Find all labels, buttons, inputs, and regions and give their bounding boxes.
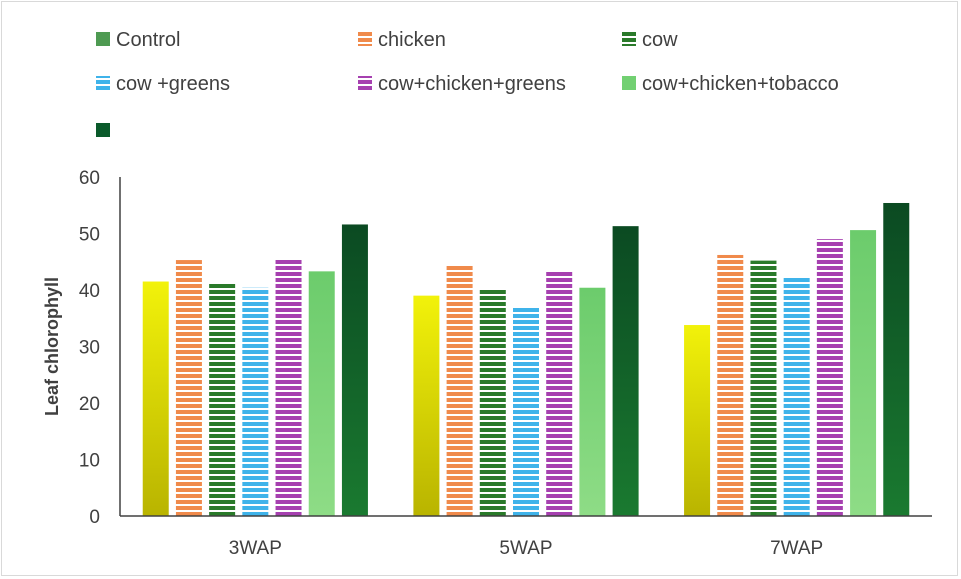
y-tick-label: 50	[79, 225, 100, 246]
legend: Control chicken cow cow +greens cow+chicken+…	[96, 29, 839, 137]
bar	[341, 224, 368, 516]
x-axis: 3WAP 5WAP 7WAP	[120, 515, 932, 559]
legend-swatch	[96, 32, 110, 46]
x-tick-label: 3WAP	[229, 538, 282, 559]
bar	[513, 306, 539, 516]
legend-item: cow+chicken+tobacco	[622, 73, 839, 95]
bars	[142, 202, 910, 517]
bar	[883, 202, 910, 517]
legend-label: chicken	[378, 29, 446, 51]
legend-label: cow +greens	[116, 73, 230, 95]
legend-swatch	[358, 32, 372, 46]
x-tick-label: 7WAP	[770, 538, 823, 559]
y-tick-label: 20	[79, 394, 100, 415]
legend-label: cow+chicken+tobacco	[642, 73, 839, 95]
bar	[684, 325, 711, 516]
legend-swatch	[358, 76, 372, 90]
bar	[308, 271, 335, 516]
bar	[446, 264, 473, 516]
bar	[142, 281, 169, 516]
y-tick-label: 30	[79, 338, 100, 359]
legend-swatch	[622, 32, 636, 46]
bar	[413, 295, 440, 516]
bar	[275, 258, 302, 516]
y-tick-label: 0	[89, 507, 100, 528]
bar	[579, 287, 606, 516]
bar	[816, 239, 843, 516]
legend-item	[96, 123, 110, 137]
legend-label: cow+chicken+greens	[378, 73, 566, 95]
bar	[546, 271, 573, 516]
legend-item: cow	[622, 29, 678, 51]
legend-item: Control	[96, 29, 180, 51]
legend-swatch	[622, 76, 636, 90]
y-axis: 0 10 20 30 40 50 60	[79, 168, 121, 528]
legend-swatch	[96, 123, 110, 137]
y-axis-title: Leaf chlorophyll	[42, 277, 62, 416]
legend-label: cow	[642, 29, 678, 51]
legend-label: Control	[116, 29, 180, 51]
bar	[209, 283, 236, 516]
bar	[479, 288, 506, 516]
bar	[750, 260, 777, 516]
bar	[242, 287, 269, 516]
y-tick-label: 40	[79, 281, 100, 302]
bar	[175, 260, 202, 516]
legend-item: cow +greens	[96, 73, 230, 95]
bar	[850, 230, 877, 517]
y-tick-label: 10	[79, 451, 100, 472]
legend-item: cow+chicken+greens	[358, 73, 566, 95]
legend-swatch	[96, 76, 110, 90]
y-tick-label: 60	[79, 168, 100, 189]
bar	[783, 277, 810, 516]
bar	[717, 254, 744, 516]
legend-item: chicken	[358, 29, 446, 51]
bar	[612, 226, 639, 516]
x-tick-label: 5WAP	[499, 538, 552, 559]
